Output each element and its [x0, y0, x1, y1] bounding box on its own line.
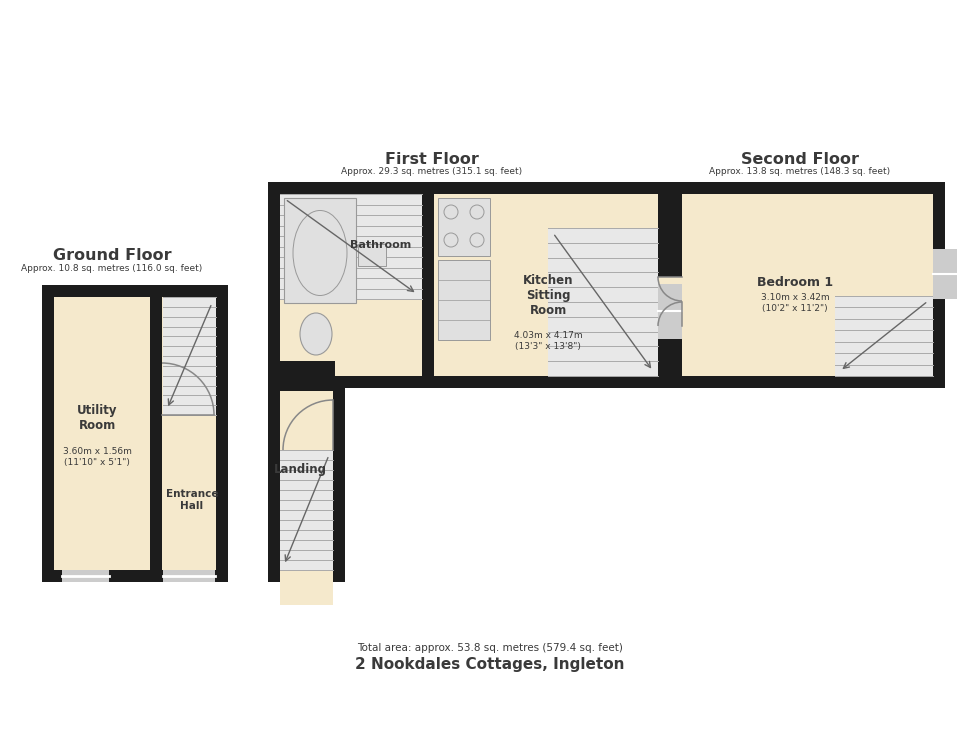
Bar	[548, 228, 658, 376]
Bar	[358, 244, 386, 266]
Bar	[162, 297, 216, 570]
Text: Ground Floor: Ground Floor	[53, 248, 172, 263]
Bar	[682, 194, 933, 376]
Text: 4.03m x 4.17m: 4.03m x 4.17m	[514, 330, 582, 339]
Bar	[640, 265, 694, 338]
Bar	[280, 388, 333, 570]
Text: Kitchen
Sitting
Room: Kitchen Sitting Room	[522, 274, 573, 317]
Text: Entrance
Hall: Entrance Hall	[166, 489, 219, 511]
Bar	[268, 182, 670, 388]
Bar	[438, 260, 490, 340]
Bar	[422, 194, 434, 388]
Bar	[284, 198, 356, 303]
Bar	[933, 249, 957, 299]
Text: 2 Nookdales Cottages, Ingleton: 2 Nookdales Cottages, Ingleton	[356, 656, 625, 671]
Bar	[438, 260, 490, 340]
Bar	[163, 570, 215, 582]
Bar	[438, 198, 490, 256]
Bar	[280, 194, 422, 299]
Bar	[640, 277, 682, 326]
Text: Utility
Room: Utility Room	[76, 404, 118, 432]
Text: Second Floor: Second Floor	[741, 152, 859, 167]
Text: Approx. 10.8 sq. metres (116.0 sq. feet): Approx. 10.8 sq. metres (116.0 sq. feet)	[22, 264, 203, 273]
Text: 3.60m x 1.56m: 3.60m x 1.56m	[63, 448, 131, 457]
Bar	[163, 297, 216, 415]
Text: Total area: approx. 53.8 sq. metres (579.4 sq. feet): Total area: approx. 53.8 sq. metres (579…	[357, 643, 623, 653]
Bar	[280, 194, 658, 376]
Bar	[658, 284, 682, 339]
Bar	[358, 244, 386, 266]
Text: Bedroom 1: Bedroom 1	[757, 275, 833, 289]
Text: Landing: Landing	[273, 463, 326, 476]
Text: (13'3" x 13'8"): (13'3" x 13'8")	[515, 342, 581, 351]
Bar	[268, 388, 345, 582]
Bar	[835, 296, 933, 376]
Text: Approx. 29.3 sq. metres (315.1 sq. feet): Approx. 29.3 sq. metres (315.1 sq. feet)	[341, 167, 522, 176]
Bar	[62, 570, 109, 582]
Text: 3.10m x 3.42m: 3.10m x 3.42m	[760, 293, 829, 302]
Bar	[438, 198, 490, 256]
Bar	[284, 198, 356, 303]
Bar	[54, 297, 150, 570]
Text: First Floor: First Floor	[385, 152, 479, 167]
Text: Approx. 13.8 sq. metres (148.3 sq. feet): Approx. 13.8 sq. metres (148.3 sq. feet)	[710, 167, 891, 176]
Bar	[42, 285, 162, 582]
Bar	[670, 182, 945, 388]
Bar	[280, 450, 333, 570]
Ellipse shape	[300, 313, 332, 355]
Bar	[280, 361, 335, 391]
Text: Bathroom: Bathroom	[350, 240, 412, 250]
Bar	[280, 569, 333, 605]
Text: (10'2" x 11'2"): (10'2" x 11'2")	[762, 305, 828, 314]
Text: (11'10" x 5'1"): (11'10" x 5'1")	[64, 458, 130, 467]
Bar	[280, 361, 320, 383]
Bar	[162, 285, 228, 582]
Ellipse shape	[293, 210, 347, 296]
